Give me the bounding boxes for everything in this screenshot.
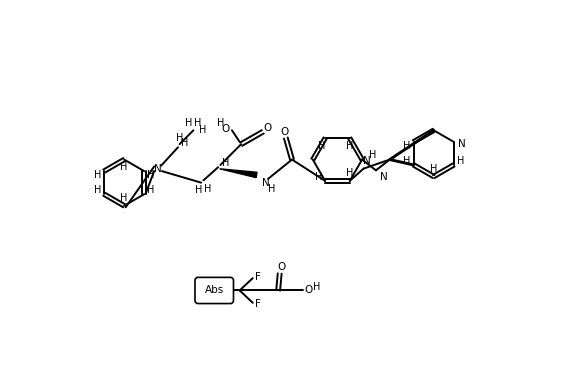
Text: H: H [148,185,155,195]
Text: H: H [222,158,230,168]
Text: H: H [204,184,211,194]
Text: H: H [120,162,128,172]
Text: H: H [199,125,207,135]
Text: H: H [93,170,101,180]
Text: H: H [318,141,325,151]
Text: H: H [269,184,276,194]
Text: O: O [277,262,285,272]
Text: H: H [315,172,323,182]
Text: H: H [148,170,155,180]
Text: H: H [185,117,193,128]
Text: H: H [93,185,101,195]
Text: N: N [262,178,270,188]
Text: H: H [194,117,202,128]
Text: N: N [380,171,387,182]
Text: N: N [154,164,162,174]
Text: O: O [263,123,271,133]
Text: F: F [255,272,261,282]
Text: H: H [346,141,354,151]
Text: O: O [280,127,288,137]
Text: N: N [363,156,370,166]
Text: F: F [255,299,261,309]
Text: N: N [458,139,465,149]
Text: H: H [430,164,437,174]
Polygon shape [220,169,257,177]
Text: H: H [120,193,128,203]
Text: H: H [176,133,184,143]
Text: Abs: Abs [204,285,224,296]
Text: O: O [222,124,230,134]
Text: H: H [457,156,464,166]
Text: H: H [195,185,203,195]
Text: H: H [313,282,320,292]
Text: H: H [346,168,354,178]
Text: H: H [403,156,410,166]
Text: O: O [305,285,313,296]
Text: H: H [403,141,410,151]
Text: H: H [369,150,377,160]
Text: H: H [181,138,188,149]
Text: H: H [217,117,225,128]
FancyBboxPatch shape [195,277,234,304]
